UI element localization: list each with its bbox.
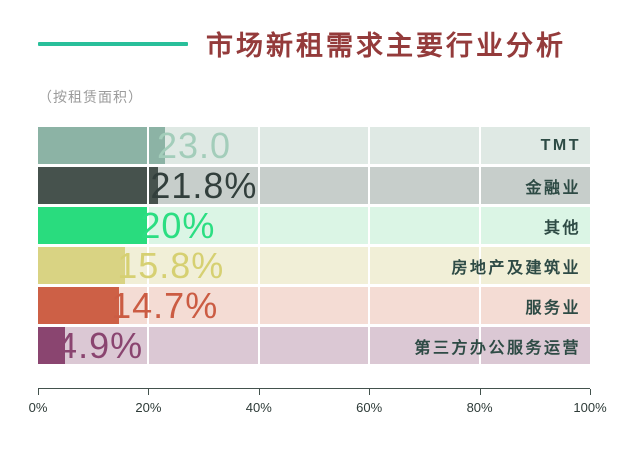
gridline xyxy=(257,127,260,364)
bar-fill xyxy=(38,167,159,204)
bar-chart: 23.0 TMT 21.8% 金融业 20% 其他 15.8% 房地产及建筑业 14.7% 服务业… xyxy=(29,127,607,425)
axis-tick-label: 20% xyxy=(135,400,162,415)
gridline xyxy=(368,127,371,364)
bar-row: 15.8% 房地产及建筑业 xyxy=(38,247,590,284)
axis-tick xyxy=(369,389,371,395)
axis-tick-label: 80% xyxy=(466,400,493,415)
bar-value-label: 14.7% xyxy=(111,284,219,326)
axis-tick-label: 0% xyxy=(28,400,48,415)
axis-tick xyxy=(479,389,481,395)
x-axis: 0% 20% 40% 60% 80% 100% xyxy=(29,388,607,425)
bar-fill xyxy=(38,207,149,244)
bar-row: 20% 其他 xyxy=(38,207,590,244)
title-accent-line xyxy=(38,41,188,46)
chart-subtitle: （按租赁面积） xyxy=(38,89,143,105)
bar-row: 23.0 TMT xyxy=(38,127,590,164)
chart-header: 市场新租需求主要行业分析 xyxy=(38,24,590,63)
bar-value-label: 20% xyxy=(140,204,216,246)
bar-row: 14.7% 服务业 xyxy=(38,287,590,324)
bar-fill xyxy=(38,327,66,364)
axis-tick xyxy=(38,389,39,395)
bars-area: 23.0 TMT 21.8% 金融业 20% 其他 15.8% 房地产及建筑业 14.7% 服务业… xyxy=(38,127,590,364)
axis-tick-label: 60% xyxy=(356,400,383,415)
bar-category-label: 第三方办公服务运营 xyxy=(414,339,581,357)
axis-tick-label: 100% xyxy=(573,400,607,415)
bar-category-label: 其他 xyxy=(543,219,581,237)
axis-tick xyxy=(590,389,591,395)
bar-category-label: 金融业 xyxy=(525,179,581,197)
bar-value-label: 4.9% xyxy=(57,324,144,366)
bar-category-label: TMT xyxy=(540,136,581,154)
chart-title: 市场新租需求主要行业分析 xyxy=(206,31,566,61)
bar-value-label: 23.0 xyxy=(156,124,232,166)
axis-tick xyxy=(148,389,150,395)
bar-fill xyxy=(38,247,126,284)
gridline xyxy=(478,127,481,364)
axis-tick-label: 40% xyxy=(245,400,272,415)
bar-value-label: 15.8% xyxy=(117,244,225,286)
bar-category-label: 服务业 xyxy=(525,299,581,317)
bar-fill xyxy=(38,127,165,164)
gridline xyxy=(147,127,150,364)
bar-row: 4.9% 第三方办公服务运营 xyxy=(38,327,590,364)
axis-tick xyxy=(258,389,260,395)
bar-fill xyxy=(38,287,120,324)
bar-category-label: 房地产及建筑业 xyxy=(451,259,581,277)
bar-value-label: 21.8% xyxy=(150,164,258,206)
bar-row: 21.8% 金融业 xyxy=(38,167,590,204)
